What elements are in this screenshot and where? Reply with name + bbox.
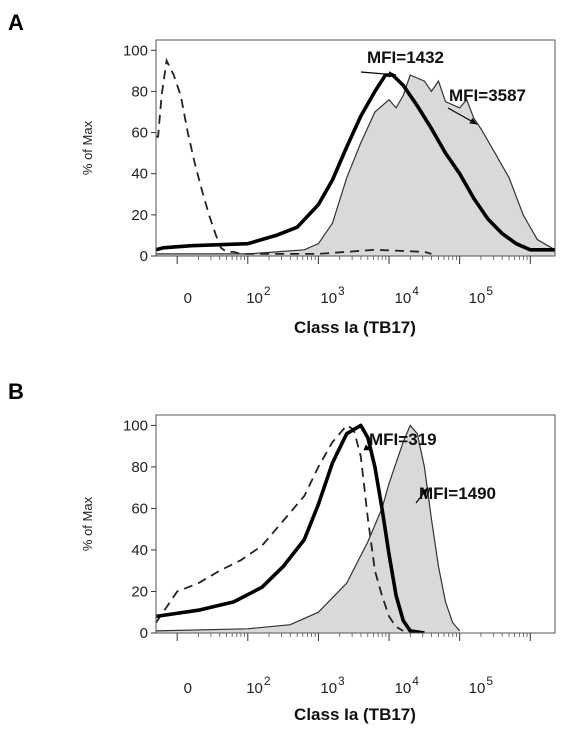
x-tick-label: 102 xyxy=(246,674,271,697)
panel-letter: A xyxy=(8,10,24,35)
x-tick-exponent: 4 xyxy=(412,674,419,688)
series-thin-line xyxy=(156,424,461,632)
x-tick-exponent: 5 xyxy=(486,674,493,688)
x-tick-label: 105 xyxy=(469,674,494,697)
plot-frame xyxy=(155,39,556,257)
series-thin-line xyxy=(156,74,555,255)
mfi-annotation: MFI=319 xyxy=(369,430,437,449)
x-tick-label: 103 xyxy=(320,284,345,307)
x-tick-exponent: 3 xyxy=(338,674,345,688)
x-tick-label: 103 xyxy=(320,674,345,697)
annotation-arrowhead xyxy=(420,487,428,496)
x-tick-label: 105 xyxy=(469,284,494,307)
annotation-arrowhead xyxy=(363,444,372,451)
mfi-annotation: MFI=1432 xyxy=(367,48,444,67)
y-axis-label: % of Max xyxy=(80,120,95,175)
y-tick-label: 100 xyxy=(123,417,148,434)
annotation-arrowhead xyxy=(469,118,478,125)
x-tick-exponent: 4 xyxy=(412,284,419,298)
mfi-annotation: MFI=1490 xyxy=(419,484,496,503)
y-tick-label: 100 xyxy=(123,42,148,59)
y-tick-label: 60 xyxy=(131,125,148,142)
series-thick-line xyxy=(156,423,425,633)
y-tick-label: 80 xyxy=(131,83,148,100)
series-filled-area xyxy=(156,75,555,256)
y-tick-label: 80 xyxy=(131,459,148,476)
y-tick-label: 0 xyxy=(140,248,148,265)
y-tick-label: 0 xyxy=(140,625,148,642)
x-axis-label: Class Ia (TB17) xyxy=(294,318,416,337)
x-tick-exponent: 2 xyxy=(264,284,271,298)
plot-area xyxy=(156,423,461,633)
x-tick-exponent: 3 xyxy=(338,284,345,298)
series-dashed-line xyxy=(156,424,404,632)
annotation-arrowhead xyxy=(388,71,397,78)
y-tick-label: 40 xyxy=(131,542,148,559)
x-tick-label: 104 xyxy=(395,674,420,697)
x-tick-label: 0 xyxy=(184,680,192,697)
y-tick-label: 40 xyxy=(131,166,148,183)
x-tick-label: 104 xyxy=(395,284,420,307)
series-filled-area xyxy=(156,425,460,633)
series-dashed-line xyxy=(156,57,432,255)
panel-letter: B xyxy=(8,379,24,404)
x-tick-label: 102 xyxy=(246,284,271,307)
x-axis-label: Class Ia (TB17) xyxy=(294,705,416,724)
histogram-panel-b: B 0 20 40 60 80 100 0 102 103 104 105 % of Max Class … xyxy=(8,379,556,724)
plot-frame xyxy=(155,414,556,634)
histogram-panel-a: A 0 20 40 60 80 100 0 102 103 104 105 % of Max Class … xyxy=(8,10,556,337)
x-tick-exponent: 2 xyxy=(264,674,271,688)
x-tick-exponent: 5 xyxy=(486,284,493,298)
mfi-annotation: MFI=3587 xyxy=(449,86,526,105)
y-axis-label: % of Max xyxy=(80,496,95,551)
y-tick-label: 20 xyxy=(131,207,148,224)
y-tick-label: 20 xyxy=(131,583,148,600)
x-tick-label: 0 xyxy=(184,290,192,307)
y-tick-label: 60 xyxy=(131,500,148,517)
